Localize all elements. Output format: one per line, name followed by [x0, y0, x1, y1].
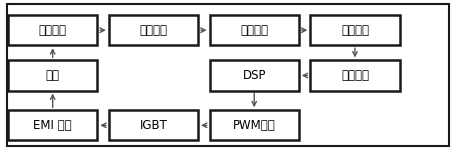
Bar: [311, 60, 399, 91]
Bar: [209, 110, 299, 140]
Bar: [209, 15, 299, 45]
Text: 滤波电路: 滤波电路: [240, 24, 268, 37]
Bar: [8, 110, 97, 140]
Text: DSP: DSP: [242, 69, 266, 82]
Text: 采样电路: 采样电路: [38, 24, 67, 37]
Bar: [109, 15, 198, 45]
Bar: [109, 110, 198, 140]
Text: 隔离电路: 隔离电路: [139, 24, 168, 37]
Text: PWM驱动: PWM驱动: [233, 119, 276, 132]
Bar: [209, 60, 299, 91]
Bar: [8, 60, 97, 91]
Text: 光耦隔离: 光耦隔离: [341, 69, 369, 82]
Bar: [311, 15, 399, 45]
Text: 波形转换: 波形转换: [341, 24, 369, 37]
Text: EMI 滤波: EMI 滤波: [33, 119, 72, 132]
Text: 电网: 电网: [46, 69, 60, 82]
Bar: [8, 15, 97, 45]
Text: IGBT: IGBT: [140, 119, 167, 132]
